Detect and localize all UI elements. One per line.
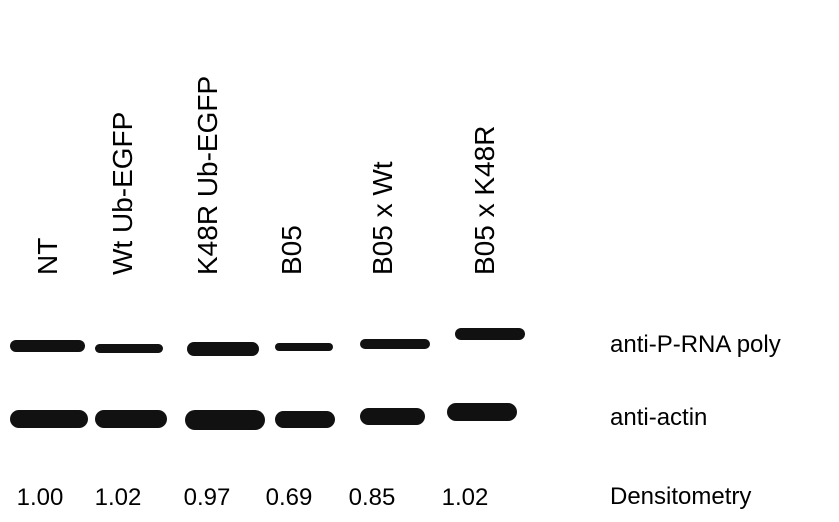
row-label: anti-actin bbox=[610, 404, 707, 431]
page: anti-P-RNA poly anti-actin Densitometry … bbox=[0, 0, 839, 522]
band bbox=[187, 342, 259, 356]
lane-label: B05 x K48R bbox=[469, 126, 500, 275]
densitometry-value: 0.85 bbox=[349, 484, 396, 511]
lane-label: B05 x Wt bbox=[367, 161, 398, 275]
blot-figure: anti-P-RNA poly anti-actin Densitometry … bbox=[0, 0, 839, 522]
lane-label: B05 bbox=[276, 225, 307, 275]
densitometry-value: 0.97 bbox=[184, 484, 231, 511]
densitometry-value: 0.69 bbox=[266, 484, 313, 511]
band bbox=[360, 408, 425, 425]
band bbox=[10, 410, 88, 428]
densitometry-value: 1.02 bbox=[442, 484, 489, 511]
band bbox=[95, 410, 167, 428]
densitometry-value: 1.02 bbox=[95, 484, 142, 511]
lane-label: Wt Ub-EGFP bbox=[107, 112, 138, 275]
band bbox=[95, 344, 163, 353]
band bbox=[10, 340, 85, 352]
band bbox=[185, 410, 265, 430]
densitometry-value: 1.00 bbox=[17, 484, 64, 511]
band bbox=[455, 328, 525, 340]
band bbox=[275, 343, 333, 351]
band bbox=[360, 339, 430, 349]
lane-label: NT bbox=[32, 238, 63, 275]
band bbox=[447, 403, 517, 421]
band bbox=[275, 411, 335, 428]
row-label: anti-P-RNA poly bbox=[610, 331, 781, 358]
lane-label: K48R Ub-EGFP bbox=[192, 76, 223, 275]
densitometry-label: Densitometry bbox=[610, 483, 751, 510]
